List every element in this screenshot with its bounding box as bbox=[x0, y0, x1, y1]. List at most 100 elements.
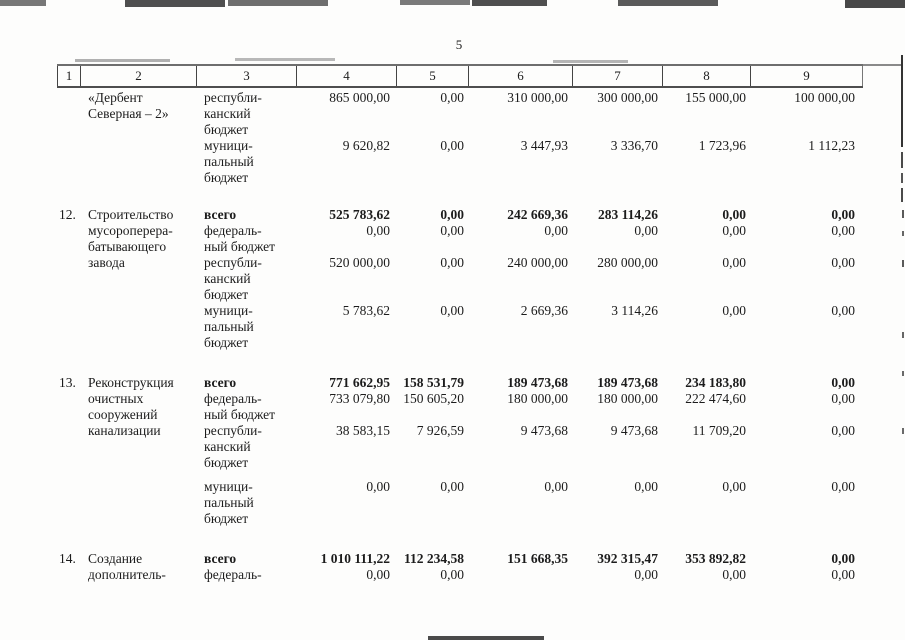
amount-cell: 520 000,00 bbox=[329, 255, 390, 270]
budget-type-line: бюджет bbox=[204, 335, 249, 350]
project-name-line: дополнитель- bbox=[88, 567, 166, 582]
amount-cell: 0,00 bbox=[440, 207, 464, 222]
budget-entry-row: федераль-ный бюджет 733 079,80 150 605,20 1… bbox=[204, 391, 863, 423]
amount-cell: 2 669,36 bbox=[520, 303, 568, 318]
budget-type-label: федераль-ный бюджет bbox=[204, 223, 296, 255]
row-number: 14. bbox=[59, 551, 76, 566]
budget-entry-row: муници-пальный бюджет 9 620,82 0,00 3 447,93… bbox=[204, 138, 863, 186]
budget-entries: всего 1 010 111,22 112 234,58 151 668,35 392… bbox=[204, 551, 863, 583]
amount-cell: 0,00 bbox=[831, 223, 855, 238]
scan-artifact bbox=[901, 173, 903, 183]
amount-cell: 112 234,58 bbox=[403, 551, 464, 566]
amount-cell: 0,00 bbox=[722, 303, 746, 318]
amount-cell: 9 620,82 bbox=[342, 138, 390, 153]
scan-artifact bbox=[228, 0, 328, 6]
budget-type-line: канский bbox=[204, 439, 251, 454]
column-header-4: 4 bbox=[296, 66, 396, 86]
scan-artifact bbox=[553, 60, 628, 63]
amount-cell: 865 000,00 bbox=[329, 90, 390, 105]
amount-cell: 0,00 bbox=[440, 223, 464, 238]
budget-entries: республи-канский бюджет 865 000,00 0,00 310 … bbox=[204, 90, 863, 186]
amount-cell: 0,00 bbox=[831, 375, 855, 390]
project-name-line: батывающего bbox=[88, 239, 167, 254]
budget-entry-row: муници-пальный бюджет 0,00 0,00 0,00 0,00 0,00… bbox=[204, 479, 863, 527]
budget-entries: всего 771 662,95 158 531,79 189 473,68 189 4… bbox=[204, 375, 863, 527]
project-name-line: Северная – 2» bbox=[88, 106, 169, 121]
budget-entry-row: федераль- 0,00 0,00 0,00 0,00 0,00 bbox=[204, 567, 863, 583]
column-header-5: 5 bbox=[396, 66, 468, 86]
amount-cell: 0,00 bbox=[722, 255, 746, 270]
project-name: «Дербент Северная – 2» bbox=[88, 90, 202, 122]
budget-type-label: всего bbox=[204, 375, 296, 391]
amount-cell: 0,00 bbox=[440, 479, 464, 494]
amount-cell: 0,00 bbox=[831, 303, 855, 318]
amount-cell: 9 473,68 bbox=[520, 423, 568, 438]
budget-type-label: муници-пальный бюджет bbox=[204, 138, 296, 186]
amount-cell: 3 114,26 bbox=[611, 303, 658, 318]
scan-artifact bbox=[901, 188, 903, 202]
amount-cell: 1 010 111,22 bbox=[320, 551, 390, 566]
scan-artifact bbox=[863, 64, 903, 66]
amount-cell: 0,00 bbox=[366, 479, 390, 494]
column-header-8: 8 bbox=[662, 66, 750, 86]
amount-cell: 300 000,00 bbox=[597, 90, 658, 105]
amount-cell: 9 473,68 bbox=[610, 423, 658, 438]
amount-cell: 234 183,80 bbox=[685, 375, 746, 390]
amount-cell: 0,00 bbox=[722, 223, 746, 238]
amount-cell: 180 000,00 bbox=[507, 391, 568, 406]
project-name-line: Строительство bbox=[88, 207, 174, 222]
budget-type-line: канский bbox=[204, 271, 251, 286]
amount-cell: 3 447,93 bbox=[520, 138, 568, 153]
budget-type-label: республи-канский бюджет bbox=[204, 255, 296, 303]
column-header-2: 2 bbox=[80, 66, 196, 86]
table-row-group: 12. Строительство мусороперера-батывающего… bbox=[57, 207, 863, 351]
amount-cell: 3 336,70 bbox=[610, 138, 658, 153]
project-name-line: «Дербент bbox=[88, 90, 143, 105]
budget-type-line: бюджет bbox=[204, 511, 249, 526]
budget-entry-row: муници-пальный бюджет 5 783,62 0,00 2 669,36… bbox=[204, 303, 863, 351]
page-number: 5 bbox=[455, 37, 463, 52]
budget-type-label: всего bbox=[204, 207, 296, 223]
amount-cell: 525 783,62 bbox=[329, 207, 390, 222]
budget-type-line: федераль- bbox=[204, 223, 262, 238]
budget-entry-row: федераль-ный бюджет 0,00 0,00 0,00 0,00 0,00 0… bbox=[204, 223, 863, 255]
amount-cell: 222 474,60 bbox=[685, 391, 746, 406]
amount-cell: 0,00 bbox=[440, 303, 464, 318]
amount-cell: 189 473,68 bbox=[507, 375, 568, 390]
budget-type-line: всего bbox=[204, 551, 237, 566]
budget-type-line: пальный bbox=[204, 495, 254, 510]
amount-cell: 5 783,62 bbox=[342, 303, 390, 318]
project-name-line: сооружений bbox=[88, 407, 158, 422]
budget-type-line: всего bbox=[204, 207, 237, 222]
scan-artifact bbox=[902, 332, 904, 338]
budget-entry-row: республи-канский бюджет 865 000,00 0,00 310 … bbox=[204, 90, 863, 138]
budget-type-line: федераль- bbox=[204, 567, 262, 582]
scan-artifact bbox=[618, 0, 718, 6]
budget-type-line: ный бюджет bbox=[204, 407, 276, 422]
amount-cell: 242 669,36 bbox=[507, 207, 568, 222]
amount-cell: 0,00 bbox=[722, 479, 746, 494]
amount-cell: 0,00 bbox=[831, 423, 855, 438]
amount-cell: 733 079,80 bbox=[329, 391, 390, 406]
amount-cell: 240 000,00 bbox=[507, 255, 568, 270]
scan-artifact bbox=[125, 0, 225, 7]
budget-type-line: федераль- bbox=[204, 391, 262, 406]
budget-type-label: федераль-ный бюджет bbox=[204, 391, 296, 423]
column-header-1: 1 bbox=[57, 66, 80, 86]
budget-type-label: муници-пальный бюджет bbox=[204, 479, 296, 527]
project-name: Реконструкция очистных сооружений канализац… bbox=[88, 375, 202, 439]
amount-cell: 38 583,15 bbox=[336, 423, 390, 438]
amount-cell: 158 531,79 bbox=[403, 375, 464, 390]
amount-cell: 0,00 bbox=[634, 567, 658, 582]
scan-artifact bbox=[902, 428, 904, 434]
amount-cell: 189 473,68 bbox=[597, 375, 658, 390]
budget-entry-row: всего 525 783,62 0,00 242 669,36 283 114,26 0… bbox=[204, 207, 863, 223]
amount-cell: 1 112,23 bbox=[808, 138, 855, 153]
scan-artifact bbox=[428, 636, 544, 640]
project-name-line: мусороперера- bbox=[88, 223, 173, 238]
amount-cell: 0,00 bbox=[440, 90, 464, 105]
amount-cell: 151 668,35 bbox=[507, 551, 568, 566]
table-body: «Дербент Северная – 2» республи-канский бюд… bbox=[57, 90, 863, 583]
budget-type-line: муници- bbox=[204, 303, 253, 318]
